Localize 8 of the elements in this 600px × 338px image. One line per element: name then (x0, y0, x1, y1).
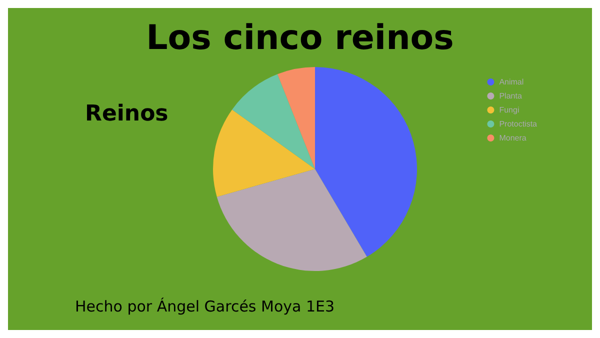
text: Hecho por Ángel Garcés Moya 1E3 (75, 298, 335, 316)
text: Reinos (85, 102, 168, 126)
legend-label: Fungi (499, 106, 520, 114)
legend-label: Planta (499, 92, 522, 100)
legend-label: Protoctista (499, 120, 538, 128)
chart-title: Los cinco reinos (146, 18, 454, 58)
legend-label: Monera (499, 134, 527, 142)
legend-label: Animal (499, 78, 524, 86)
